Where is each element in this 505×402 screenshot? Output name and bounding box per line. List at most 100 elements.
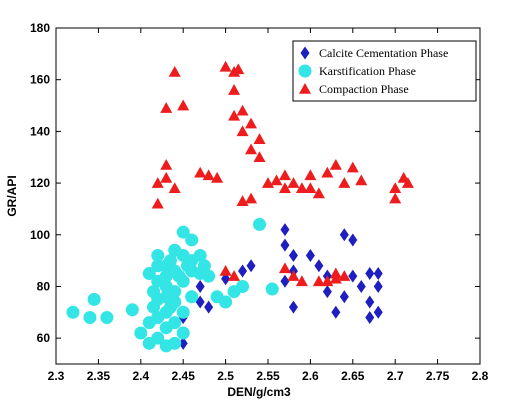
data-point-triangle (160, 102, 173, 113)
data-point-circle (176, 225, 190, 239)
data-point-triangle (228, 84, 241, 95)
data-point-circle (151, 248, 165, 262)
data-point-circle (185, 290, 199, 304)
data-point-diamond (348, 233, 358, 247)
data-point-triangle (295, 275, 308, 287)
y-tick-label: 60 (37, 331, 51, 345)
data-point-diamond (195, 295, 205, 309)
data-point-triangle (202, 169, 215, 181)
data-point-triangle (346, 161, 359, 173)
data-point-circle (83, 310, 97, 324)
data-point-circle (265, 282, 279, 296)
data-point-triangle (270, 174, 283, 186)
x-tick-label: 2.75 (426, 369, 450, 383)
data-point-circle (134, 326, 148, 340)
data-point-triangle (219, 60, 232, 72)
data-point-diamond (280, 274, 290, 288)
data-point-diamond (288, 248, 298, 262)
data-point-triangle (278, 182, 291, 194)
data-point-triangle (151, 177, 164, 188)
data-point-triangle (312, 187, 325, 199)
data-point-circle (100, 310, 114, 324)
data-point-diamond (348, 269, 358, 283)
data-point-diamond (322, 285, 332, 299)
x-axis-ticks: 2.3 2.35 2.4 2.45 2.5 2.55 2.6 2.65 2.7 2.75 2.8 (48, 28, 489, 383)
data-point-circle (163, 254, 177, 268)
data-point-triangle (253, 133, 266, 144)
data-point-triangle (219, 264, 232, 276)
data-point-triangle (228, 109, 241, 121)
data-point-triangle (278, 262, 291, 274)
data-point-triangle (232, 63, 245, 75)
data-point-triangle (329, 267, 342, 279)
data-point-circle (168, 336, 182, 350)
legend-marker-triangle (299, 83, 311, 94)
y-tick-label: 180 (30, 21, 50, 35)
data-point-triangle (245, 117, 258, 129)
x-tick-label: 2.5 (217, 369, 234, 383)
data-point-triangle (329, 158, 342, 170)
data-point-diamond (204, 300, 214, 314)
data-point-triangle (278, 169, 291, 181)
data-point-triangle (389, 182, 402, 194)
data-point-diamond (365, 310, 375, 324)
legend-label: Calcite Cementation Phase (319, 46, 448, 60)
data-point-triangle (287, 270, 300, 281)
data-point-diamond (373, 267, 383, 281)
data-point-diamond (331, 305, 341, 319)
data-point-circle (197, 259, 211, 273)
x-tick-label: 2.45 (172, 369, 196, 383)
data-point-triangle (355, 174, 368, 186)
x-tick-label: 2.3 (48, 369, 65, 383)
data-point-circle (185, 233, 199, 247)
data-point-triangle (194, 166, 207, 178)
x-tick-label: 2.8 (472, 369, 489, 383)
x-tick-label: 2.6 (302, 369, 319, 383)
data-point-triangle (389, 192, 402, 204)
x-tick-label: 2.65 (341, 369, 365, 383)
data-point-circle (142, 267, 156, 281)
data-point-circle (87, 292, 101, 306)
series-triangle-points (151, 60, 414, 287)
data-point-diamond (178, 336, 188, 350)
y-tick-label: 100 (30, 228, 50, 242)
data-point-triangle (338, 270, 351, 281)
data-point-triangle (312, 275, 325, 287)
series-circle-points (66, 217, 279, 353)
data-point-diamond (365, 267, 375, 281)
data-points (66, 60, 414, 353)
data-point-triangle (401, 177, 414, 188)
data-point-circle (193, 248, 207, 262)
data-point-triangle (253, 151, 266, 163)
data-point-diamond (373, 305, 383, 319)
data-point-triangle (245, 192, 258, 204)
data-point-diamond (280, 238, 290, 252)
data-point-triangle (168, 182, 181, 194)
data-point-circle (253, 217, 267, 231)
data-point-triangle (295, 182, 308, 194)
data-point-triangle (304, 182, 317, 194)
data-point-circle (176, 305, 190, 319)
data-point-diamond (305, 248, 315, 262)
data-point-diamond (365, 295, 375, 309)
data-point-diamond (280, 223, 290, 237)
data-point-triangle (338, 177, 351, 188)
data-point-circle (125, 303, 139, 317)
data-point-triangle (211, 171, 224, 183)
legend-label: Compaction Phase (319, 82, 409, 96)
data-point-triangle (177, 99, 190, 111)
legend-marker-circle (298, 64, 312, 78)
legend-box (292, 40, 477, 102)
data-point-circle (219, 295, 233, 309)
data-point-diamond (314, 259, 324, 273)
data-point-diamond (373, 279, 383, 293)
x-tick-label: 2.4 (132, 369, 149, 383)
data-point-triangle (287, 177, 300, 188)
data-point-circle (168, 295, 182, 309)
data-point-circle (168, 316, 182, 330)
data-point-circle (151, 331, 165, 345)
data-point-circle (202, 269, 216, 283)
data-point-triangle (236, 104, 249, 116)
y-tick-label: 80 (37, 279, 51, 293)
y-axis-ticks: 60 80 100 120 140 160 180 (30, 21, 480, 345)
